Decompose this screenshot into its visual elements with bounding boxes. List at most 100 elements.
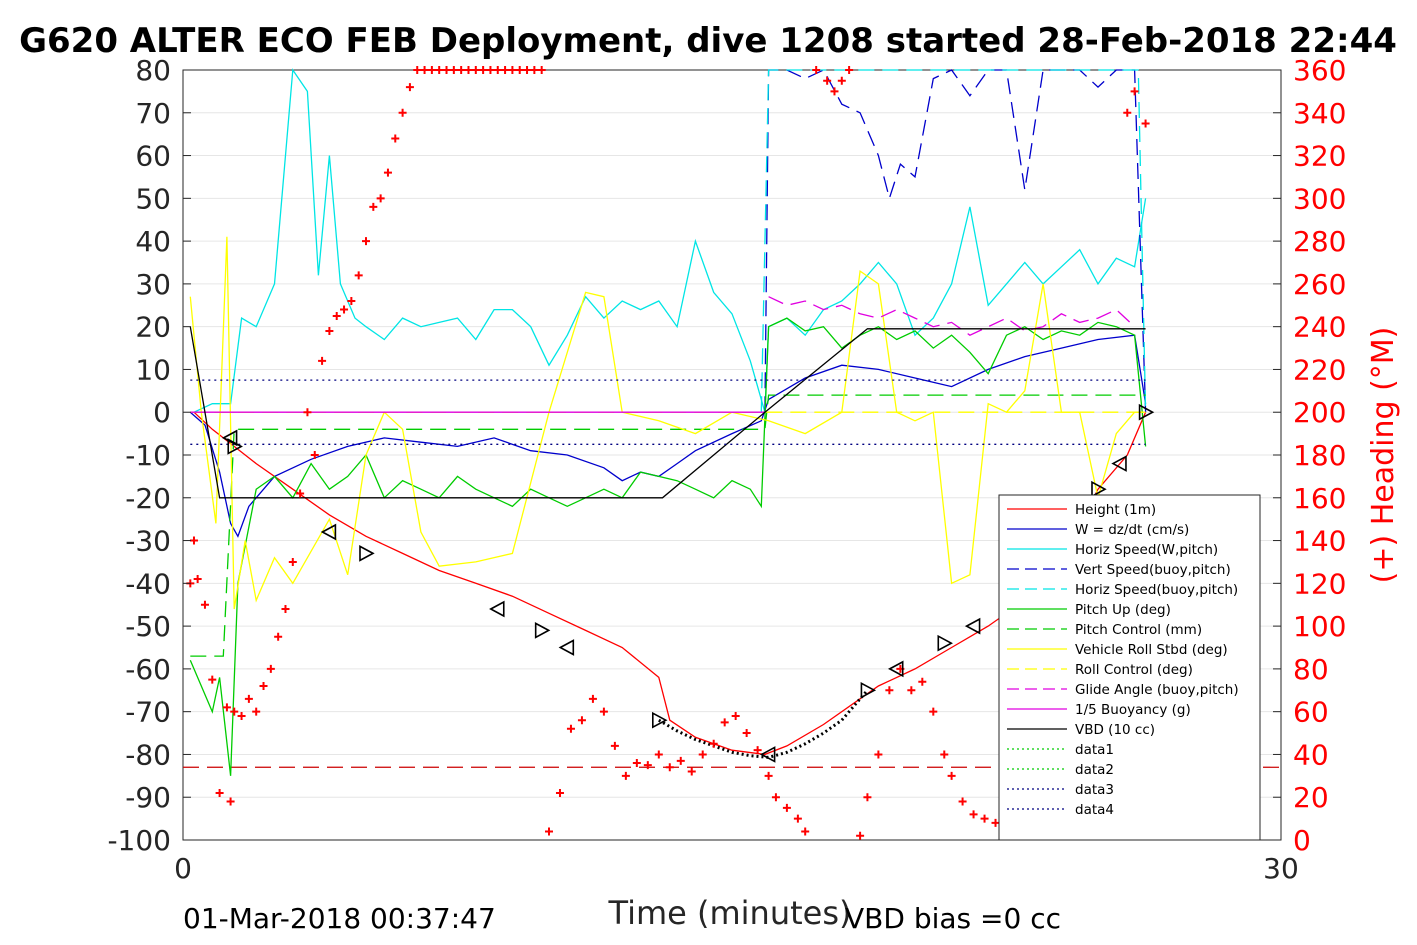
heading-marker (189, 536, 198, 545)
y-right-tick-label: 260 (1293, 268, 1346, 301)
heading-marker (237, 711, 246, 720)
y-left-tick-label: -30 (125, 525, 171, 558)
series-vert-speed-buoy-pitch (764, 69, 1147, 413)
heading-marker (929, 707, 938, 716)
dotted-black-segment (658, 689, 869, 759)
heading-marker (530, 66, 539, 74)
heading-marker (274, 632, 283, 641)
heading-marker (863, 793, 872, 802)
event-triangle-marker (759, 746, 776, 763)
heading-marker (709, 739, 718, 748)
heading-marker (823, 76, 832, 85)
heading-marker (698, 750, 707, 759)
heading-marker (340, 305, 349, 314)
heading-marker (676, 756, 685, 765)
heading-marker (793, 814, 802, 823)
y-left-tick-label: 0 (153, 396, 171, 429)
heading-marker (259, 682, 268, 690)
heading-marker (753, 746, 762, 755)
heading-marker (281, 605, 290, 613)
legend-label: Pitch Control (mm) (1075, 622, 1202, 638)
heading-marker (226, 797, 235, 806)
heading-marker (464, 66, 473, 74)
event-triangle-marker (860, 681, 877, 699)
heading-marker (347, 297, 356, 305)
heading-marker (325, 326, 334, 335)
event-triangle-marker (227, 438, 243, 455)
heading-marker (537, 66, 546, 74)
heading-marker (782, 803, 791, 812)
heading-marker (244, 694, 253, 703)
y-left-tick-label: 70 (135, 97, 171, 130)
footer-vbd-bias: VBD bias =0 cc (845, 902, 1061, 935)
legend-label: data1 (1075, 742, 1114, 758)
y-right-tick-label: 180 (1293, 439, 1346, 472)
heading-marker (837, 76, 846, 85)
event-triangle-marker (964, 617, 981, 635)
heading-marker (1130, 87, 1139, 96)
legend-label: data4 (1075, 802, 1114, 818)
event-triangle-marker (534, 622, 551, 639)
y-left-tick-label: -20 (125, 482, 171, 515)
legend-label: Vehicle Roll Stbd (deg) (1075, 642, 1228, 658)
x-axis-label: Time (minutes) (608, 894, 852, 932)
heading-marker (940, 750, 949, 759)
y-left-tick-label: -90 (125, 781, 171, 814)
y-left-tick-label: 80 (135, 54, 171, 87)
heading-marker (479, 66, 488, 74)
y-left-tick-label: -10 (125, 439, 171, 472)
heading-marker (523, 66, 532, 74)
y-right-tick-label: 0 (1293, 824, 1311, 857)
heading-marker (193, 575, 202, 584)
x-tick-label: 0 (174, 852, 192, 885)
heading-marker (654, 750, 663, 759)
event-triangle-marker (320, 523, 337, 541)
event-triangle-marker (888, 660, 904, 678)
series-height-1m (193, 411, 1147, 756)
heading-marker (310, 451, 319, 459)
y-left-tick-label: -100 (107, 824, 171, 857)
y-left-tick-label: 40 (135, 225, 171, 258)
legend-label: data2 (1075, 762, 1114, 778)
series-glide-angle-buoy-pitch (768, 296, 1136, 336)
heading-marker (420, 66, 429, 74)
legend-label: Horiz Speed(W,pitch) (1075, 542, 1218, 558)
heading-marker (771, 793, 780, 802)
heading-marker (632, 759, 641, 767)
y-axis-right-label: (+) Heading (°M) (1366, 327, 1401, 584)
heading-marker (610, 741, 619, 750)
y-left-tick-label: 30 (135, 268, 171, 301)
heading-marker (918, 677, 927, 686)
y-left-tick-label: -80 (125, 738, 171, 771)
y-right-tick-label: 220 (1293, 353, 1346, 386)
heading-marker (252, 707, 261, 716)
event-triangle-marker (1111, 455, 1127, 472)
y-right-tick-label: 200 (1293, 396, 1346, 429)
legend-label: VBD (10 cc) (1075, 722, 1155, 738)
legend: Height (1m) W = dz/dt (cm/s) Horiz Speed(W… (998, 494, 1261, 841)
legend-label: data3 (1075, 782, 1114, 798)
heading-marker (885, 686, 894, 695)
heading-marker (731, 711, 740, 720)
heading-marker (874, 750, 883, 759)
y-right-tick-label: 20 (1293, 781, 1329, 814)
y-left-tick-label: -60 (125, 653, 171, 686)
y-right-tick-label: 160 (1293, 482, 1346, 515)
heading-marker (812, 66, 821, 74)
heading-marker (200, 600, 209, 609)
heading-marker (643, 761, 652, 770)
heading-marker (991, 818, 1000, 827)
legend-label: Glide Angle (buoy,pitch) (1075, 682, 1239, 698)
y-right-tick-label: 60 (1293, 696, 1329, 729)
legend-label: 1/5 Buoyancy (g) (1075, 702, 1191, 718)
heading-marker (801, 827, 810, 836)
heading-marker (720, 718, 729, 727)
heading-marker (1123, 108, 1132, 117)
heading-marker (856, 831, 865, 840)
y-right-tick-label: 80 (1293, 653, 1329, 686)
heading-marker (1141, 119, 1150, 128)
heading-marker (958, 797, 967, 806)
heading-marker (222, 703, 231, 712)
heading-marker (391, 134, 400, 143)
heading-marker (665, 763, 674, 772)
